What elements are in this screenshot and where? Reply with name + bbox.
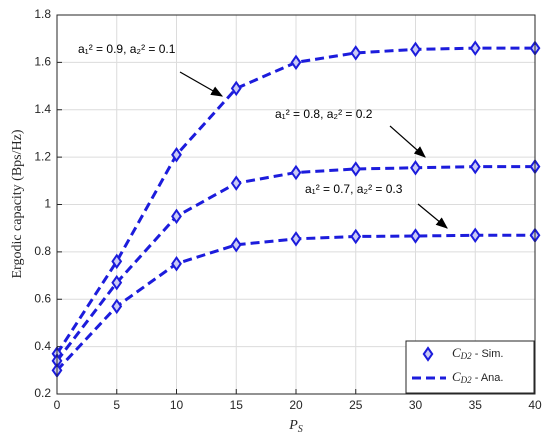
- y-tick-label: 0.8: [34, 244, 51, 258]
- y-tick-label: 0.2: [34, 386, 51, 400]
- legend-label-sub: D2: [460, 351, 472, 361]
- legend-label-rest: - Sim.: [472, 348, 504, 360]
- data-point: [230, 175, 242, 191]
- y-tick-label: 0.4: [34, 339, 51, 353]
- data-point: [350, 228, 362, 245]
- legend: CD2 - Sim.CD2 - Ana.: [405, 340, 535, 394]
- x-tick-label: 40: [528, 398, 542, 412]
- x-tick-label: 25: [349, 398, 363, 412]
- x-axis-label-sub: S: [298, 424, 303, 435]
- data-point: [469, 227, 481, 244]
- annotation: a₁² = 0.8, a₂² = 0.2: [275, 107, 373, 121]
- y-tick-label: 1.6: [34, 55, 51, 69]
- data-point: [469, 158, 481, 175]
- data-point: [111, 274, 123, 291]
- data-point: [230, 237, 242, 253]
- y-axis-label: Ergodic capacity (Bps/Hz): [10, 129, 25, 278]
- legend-box: [405, 340, 535, 394]
- legend-label-base: C: [452, 345, 461, 360]
- legend-symbol: [422, 346, 434, 362]
- x-tick-label: 15: [230, 398, 244, 412]
- legend-label-sub: D2: [460, 375, 472, 385]
- y-tick-label: 1.8: [34, 7, 51, 21]
- x-axis-label-base: P: [288, 418, 298, 433]
- y-tick-label: 0.6: [34, 291, 51, 305]
- data-point: [410, 41, 421, 58]
- x-axis-label: PS: [288, 418, 303, 435]
- data-point: [171, 208, 182, 225]
- data-point: [171, 147, 182, 163]
- y-tick-label: 1.2: [34, 149, 51, 163]
- legend-label-base: C: [452, 369, 461, 384]
- y-tick-label: 1: [44, 197, 51, 211]
- data-point: [410, 228, 421, 244]
- arrow: [389, 125, 426, 158]
- x-tick-label: 10: [170, 398, 184, 412]
- legend-label: CD2 - Sim.: [452, 345, 503, 361]
- annotation: a₁² = 0.7, a₂² = 0.3: [305, 182, 403, 196]
- x-tick-label: 5: [113, 398, 120, 412]
- arrow: [417, 203, 448, 229]
- data-point: [230, 80, 242, 97]
- x-tick-label: 20: [289, 398, 303, 412]
- annotation: a₁² = 0.9, a₂² = 0.1: [78, 42, 176, 56]
- data-point: [290, 164, 302, 181]
- axes-box: [56, 14, 536, 395]
- data-point: [290, 231, 302, 247]
- x-tick-label: 30: [409, 398, 423, 412]
- data-point: [350, 45, 362, 61]
- data-point: [290, 54, 302, 71]
- data-point: [111, 298, 123, 315]
- x-tick-label: 0: [54, 398, 61, 412]
- legend-label-rest: - Ana.: [472, 372, 504, 384]
- data-point: [350, 161, 362, 177]
- data-point: [410, 160, 421, 176]
- arrow: [179, 71, 224, 97]
- data-point: [111, 253, 123, 270]
- x-tick-label: 35: [469, 398, 483, 412]
- data-point: [469, 40, 481, 56]
- legend-label: CD2 - Ana.: [452, 369, 503, 385]
- data-point: [171, 255, 182, 272]
- y-tick-label: 1.4: [34, 102, 51, 116]
